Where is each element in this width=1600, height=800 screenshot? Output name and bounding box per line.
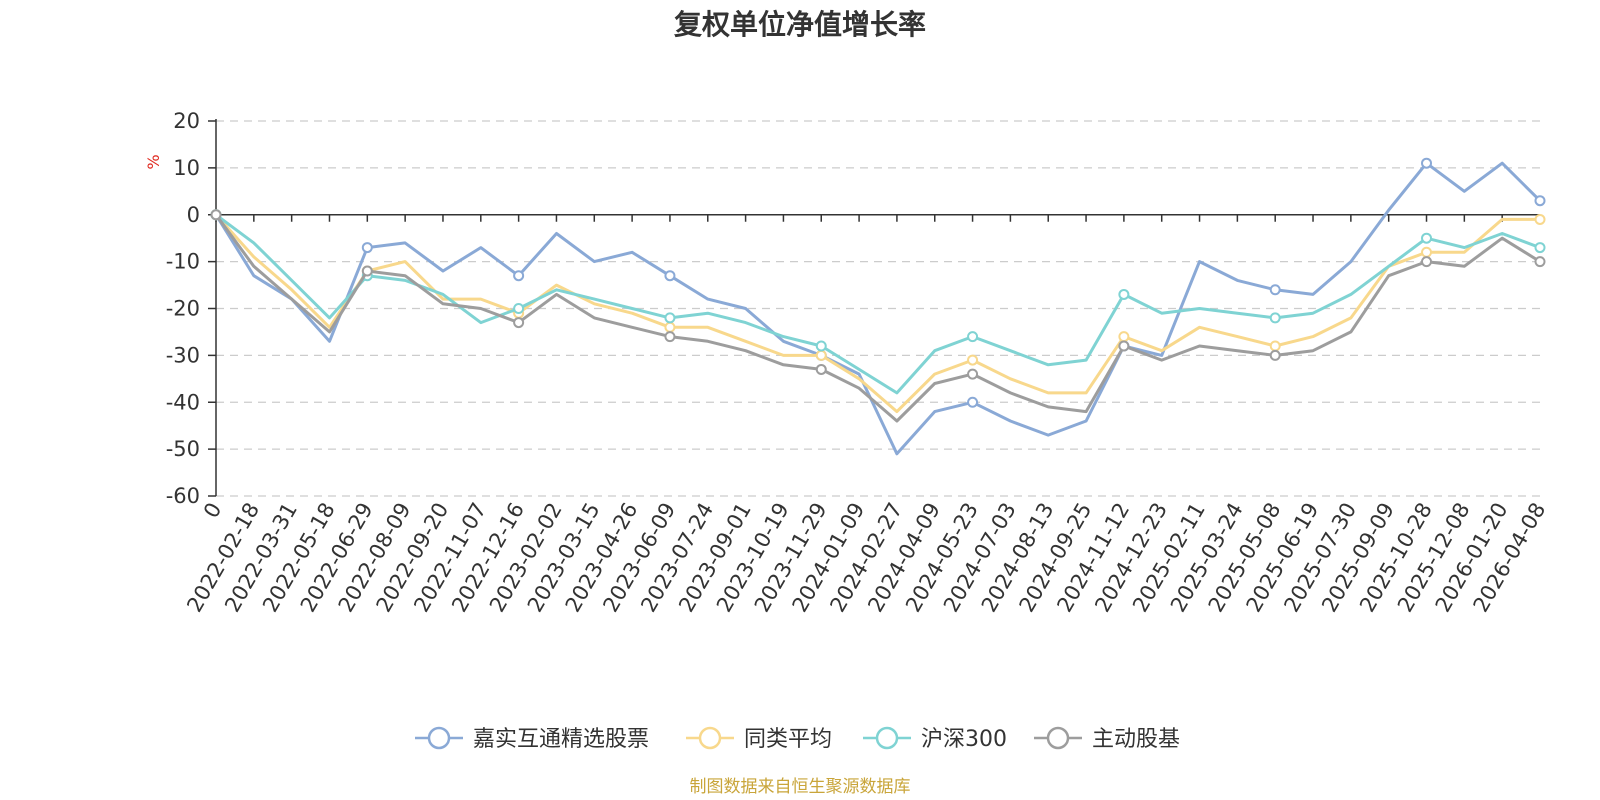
legend-item-0[interactable]: 嘉实互通精选股票 bbox=[415, 726, 649, 752]
data-point bbox=[815, 340, 827, 352]
data-point bbox=[815, 363, 827, 375]
y-tick-label: -30 bbox=[166, 343, 200, 367]
legend[interactable]: 嘉实互通精选股票 同类平均 沪深300 主动股基 bbox=[415, 726, 1180, 752]
data-point bbox=[664, 312, 676, 324]
series-lines bbox=[210, 157, 1546, 456]
data-point bbox=[1269, 312, 1281, 324]
series-3 bbox=[210, 209, 1546, 423]
data-point bbox=[361, 242, 373, 254]
grid bbox=[216, 120, 1540, 497]
data-point bbox=[513, 303, 525, 314]
data-point bbox=[815, 349, 827, 361]
y-tick-label: -60 bbox=[166, 484, 200, 508]
series-line bbox=[214, 213, 1541, 423]
data-point bbox=[1269, 340, 1281, 352]
data-point bbox=[1118, 331, 1130, 343]
data-point bbox=[664, 270, 676, 282]
legend-label: 主动股基 bbox=[1092, 727, 1180, 752]
data-point bbox=[513, 317, 525, 329]
axes: 20100-10-20-30-40-50-6002022-02-182022-0… bbox=[166, 109, 1551, 616]
data-point bbox=[967, 368, 979, 380]
legend-marker-icon bbox=[427, 726, 451, 750]
data-point bbox=[1118, 340, 1130, 352]
data-point bbox=[967, 354, 979, 366]
data-point bbox=[1421, 157, 1433, 169]
legend-item-2[interactable]: 沪深300 bbox=[863, 726, 1007, 752]
data-point bbox=[361, 265, 373, 277]
y-tick-label: -50 bbox=[166, 437, 200, 461]
legend-marker-icon bbox=[1046, 726, 1070, 750]
data-point bbox=[1421, 246, 1433, 258]
legend-label: 嘉实互通精选股票 bbox=[473, 727, 649, 752]
y-axis-unit: % bbox=[144, 154, 163, 169]
data-point bbox=[210, 209, 222, 221]
data-source-note: 制图数据来自恒生聚源数据库 bbox=[690, 777, 911, 797]
y-tick-label: 10 bbox=[173, 156, 200, 180]
data-point bbox=[1534, 213, 1546, 225]
data-point bbox=[1118, 288, 1130, 300]
data-point bbox=[1421, 232, 1433, 244]
series-line bbox=[214, 161, 1542, 456]
y-tick-label: 20 bbox=[173, 109, 200, 133]
data-point bbox=[1269, 284, 1281, 296]
data-point bbox=[1534, 195, 1546, 207]
data-point bbox=[1534, 242, 1546, 254]
legend-item-1[interactable]: 同类平均 bbox=[686, 726, 832, 752]
data-point bbox=[1534, 256, 1546, 268]
data-point bbox=[664, 321, 676, 333]
x-tick-label: 0 bbox=[199, 499, 226, 523]
legend-label: 沪深300 bbox=[921, 727, 1007, 752]
legend-marker-icon bbox=[698, 726, 722, 750]
legend-item-3[interactable]: 主动股基 bbox=[1034, 726, 1180, 752]
data-point bbox=[967, 331, 979, 343]
series-2 bbox=[210, 209, 1546, 395]
legend-label: 同类平均 bbox=[744, 727, 832, 752]
data-point bbox=[513, 270, 525, 282]
y-tick-label: 0 bbox=[187, 203, 200, 227]
series-0 bbox=[210, 157, 1546, 456]
data-point bbox=[1421, 256, 1433, 268]
data-point bbox=[967, 396, 979, 408]
y-tick-label: -10 bbox=[166, 250, 200, 274]
data-point bbox=[1269, 349, 1281, 361]
chart-title: 复权单位净值增长率 bbox=[674, 8, 926, 41]
series-line bbox=[215, 213, 1541, 395]
y-tick-label: -20 bbox=[166, 297, 200, 321]
legend-marker-icon bbox=[875, 726, 899, 750]
data-point bbox=[664, 331, 676, 343]
y-tick-label: -40 bbox=[166, 390, 200, 414]
